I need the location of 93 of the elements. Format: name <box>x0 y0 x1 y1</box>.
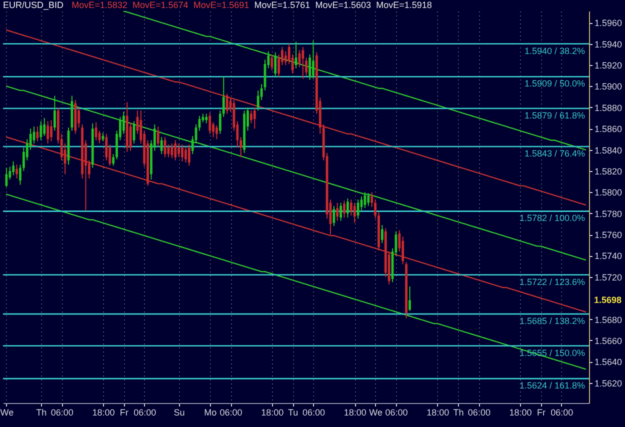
x-tick-label: 06:00 <box>220 408 242 418</box>
candlestick <box>181 144 184 162</box>
x-tick-label: 06:00 <box>134 408 156 418</box>
y-tick-label: 1.5720 <box>594 272 622 282</box>
candlestick <box>54 95 56 132</box>
y-tick-label: 1.5860 <box>594 124 622 134</box>
line-series <box>6 194 586 370</box>
ref-line-label: 1.5843 / 76.4% <box>524 148 585 159</box>
y-tick-label: 1.5660 <box>594 336 622 346</box>
candlestick <box>94 122 98 141</box>
y-tick-label: 1.5680 <box>594 314 622 325</box>
y-tick-label: 1.5960 <box>594 18 622 28</box>
chart-subtitle: MovE=1.5832 MovE=1.5674 MovE=1.5691 MovE=1.5761 MovE=1.5603 MovE=1.5918 <box>72 0 432 10</box>
candlestick <box>302 46 304 80</box>
candlestick <box>364 192 366 209</box>
line-series <box>6 86 586 261</box>
ref-line-label: 1.5624 / 161.8% <box>519 380 585 391</box>
y-tick-label: 1.5760 <box>594 230 622 240</box>
candlestick <box>78 106 80 128</box>
candlestick <box>174 140 177 161</box>
candlestick <box>312 40 314 80</box>
y-tick-label: 1.5900 <box>594 82 622 92</box>
candlestick <box>156 126 160 148</box>
candlestick <box>46 120 50 144</box>
ref-line-label: 1.5685 / 138.2% <box>519 316 585 326</box>
candlestick <box>170 142 174 159</box>
y-tick-label: 1.5620 <box>594 378 622 388</box>
ref-line-label: 1.5782 / 100.0% <box>519 213 585 224</box>
candlestick <box>408 286 411 312</box>
line-series <box>123 11 586 150</box>
y-tick-label: 1.5780 <box>594 208 622 219</box>
x-tick-label: 06:00 <box>50 408 74 418</box>
ref-line-label: 1.5909 / 50.0% <box>524 78 585 89</box>
x-tick-label: Fr <box>120 408 128 418</box>
y-tick-label: 1.5880 <box>594 102 622 113</box>
ref-line-label: 1.5879 / 61.8% <box>524 110 585 120</box>
candlestick <box>226 93 228 114</box>
x-tick-label: Th <box>36 408 47 418</box>
x-tick-label: 18:00 <box>261 408 284 418</box>
text: 1.5698 <box>594 295 622 306</box>
y-tick-label: 1.5640 <box>594 357 622 368</box>
candlestick <box>178 142 180 158</box>
x-tick-label: Mo <box>204 408 217 418</box>
ref-line-label: 1.5940 / 38.2% <box>524 46 585 56</box>
y-tick-label: 1.5840 <box>594 145 622 156</box>
x-tick-label: 06:00 <box>468 408 490 418</box>
x-tick-label: We <box>0 408 14 418</box>
candlestick <box>184 146 187 164</box>
candlestick <box>270 54 274 71</box>
x-tick-label: We <box>369 408 382 418</box>
x-tick-label: Th <box>453 408 464 418</box>
candlestick <box>208 112 212 134</box>
x-tick-label: 18:00 <box>426 408 450 418</box>
x-tick-label: Fr <box>536 408 546 418</box>
candlestick <box>346 198 349 218</box>
candlestick <box>50 120 52 142</box>
x-tick-label: 06:00 <box>302 408 325 418</box>
candlestick <box>205 113 208 124</box>
candlestick <box>160 136 163 155</box>
candlestick <box>12 160 15 176</box>
line-series <box>6 29 586 206</box>
candlestick <box>340 202 342 222</box>
y-tick-label: 1.5820 <box>594 166 622 176</box>
candlestick <box>40 120 42 141</box>
candlestick <box>332 205 336 227</box>
x-tick-label: Su <box>174 408 185 418</box>
x-tick-label: 18:00 <box>344 408 366 418</box>
candlestick <box>274 52 277 78</box>
candlestick <box>216 124 218 140</box>
candlestick <box>16 164 18 179</box>
y-tick-label: 1.5920 <box>594 60 622 71</box>
candlestick <box>253 106 256 130</box>
x-tick-label: 18:00 <box>509 408 532 418</box>
y-tick-label: 1.5800 <box>594 188 622 198</box>
candlestick <box>367 192 370 206</box>
candlestick <box>380 224 384 244</box>
chart-title: EUR/USD_BID <box>3 0 64 10</box>
y-tick-label: 1.5940 <box>594 39 622 50</box>
candlestick <box>298 50 301 68</box>
candlestick <box>105 133 108 161</box>
candlestick <box>43 118 46 137</box>
x-tick-label: Tu <box>288 408 298 418</box>
candlestick <box>353 202 356 224</box>
candlestick <box>188 144 190 166</box>
candlestick <box>336 202 339 222</box>
x-tick-label: 06:00 <box>385 408 408 418</box>
candlestick <box>343 200 346 218</box>
y-tick-label: 1.5740 <box>594 251 622 262</box>
candlestick <box>5 167 8 188</box>
x-tick-label: 06:00 <box>550 408 574 418</box>
ref-line-label: 1.5722 / 123.6% <box>519 276 585 287</box>
x-tick-label: 18:00 <box>92 408 115 418</box>
candlestick <box>122 111 125 134</box>
